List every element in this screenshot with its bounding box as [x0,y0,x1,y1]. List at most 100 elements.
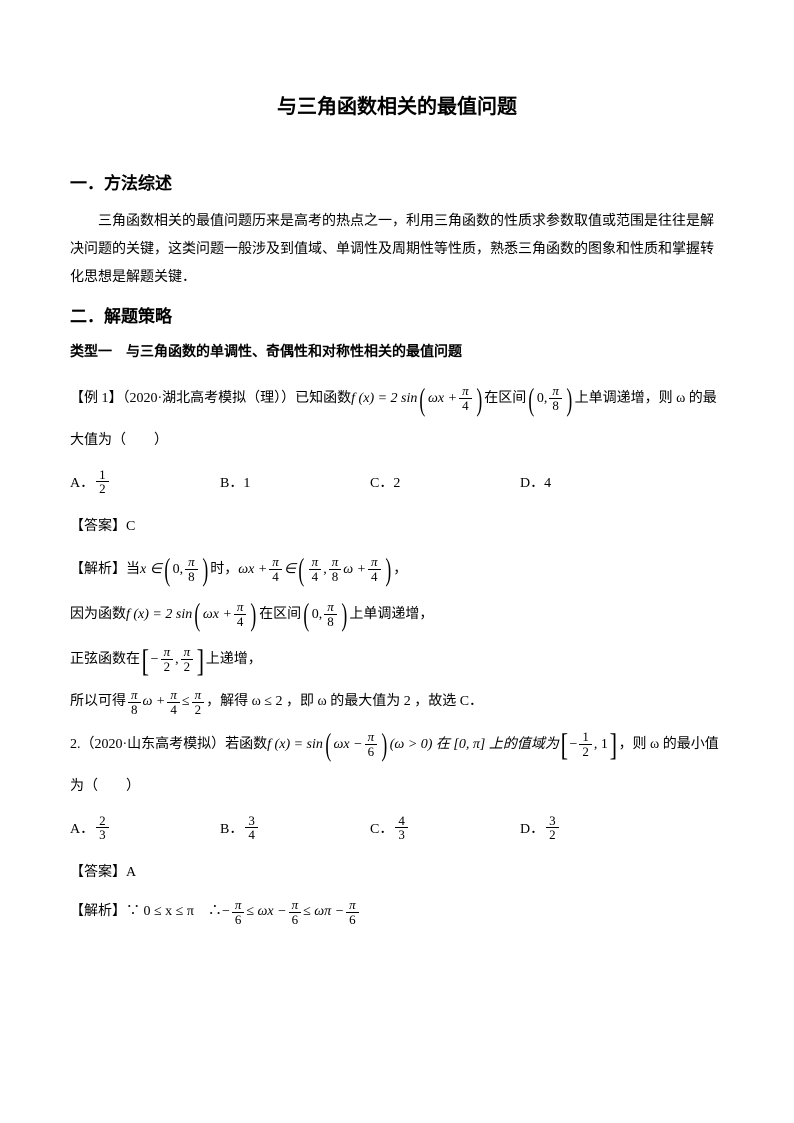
math-text: , [175,640,179,679]
option-a-label: A． [70,818,94,838]
ex1-tail: 上单调递增，则 ω 的最 [575,379,717,418]
ex2-answer: 【答案】A [70,856,724,890]
rbracket-icon: ] [610,728,617,760]
fraction: π6 [365,730,378,758]
text: ，则 ω 的最小值 [619,725,719,764]
fraction: π8 [185,555,198,583]
lparen-icon: ( [325,728,331,760]
math-text: ωx + [238,550,267,589]
option-c-label: C． [370,818,393,838]
math-text: − [151,640,159,679]
rparen-icon: ) [202,553,208,585]
section-1-heading: 一．方法综述 [70,169,724,194]
fraction: π2 [192,688,205,716]
text: 正弦函数在 [70,640,140,679]
problem-type-heading: 类型一 与三角函数的单调性、奇偶性和对称性相关的最值问题 [70,341,724,361]
rparen-icon: ) [341,598,347,630]
option-a: A． 23 [70,814,220,842]
math-text: − [222,895,230,929]
math-text: ， [393,550,407,589]
fraction: 12 [96,468,109,496]
rparen-icon: ) [566,383,572,415]
option-b: B． 34 [220,814,370,842]
fraction: π2 [181,645,194,673]
lparen-icon: ( [420,383,426,415]
lparen-icon: ( [195,598,201,630]
lparen-icon: ( [164,553,170,585]
ex2-sol-line1: 【解析】∵ 0 ≤ x ≤ π ∴ − π6 ≤ ωx − π6 ≤ ωπ − … [70,895,724,929]
text: 所以可得 [70,685,126,719]
page: 与三角函数相关的最值问题 一．方法综述 三角函数相关的最值问题历来是高考的热点之… [0,0,794,995]
fraction: π8 [324,600,337,628]
option-c: C．2 [370,472,520,492]
fraction: π4 [234,600,247,628]
math-text: ωx − [334,725,363,764]
rparen-icon: ) [251,598,257,630]
fraction: π6 [232,898,245,926]
math-text: f (x) = 2 sin [126,595,192,634]
ex1-func: f (x) = 2 sin [351,379,417,418]
option-d: D．4 [520,472,670,492]
ex2-stem-line1: 2.（2020·山东高考模拟）若函数 f (x) = sin ( ωx − π6… [70,725,724,764]
math-text: ω + [343,550,366,589]
fraction: 12 [579,730,592,758]
fraction: π2 [161,645,174,673]
math-text: ≤ ωπ − [303,895,344,929]
ex1-sol-line1: 【解析】当 x ∈ ( 0, π8 ) 时， ωx + π4 ∈ ( π4 , … [70,550,724,589]
ex2-prefix: 2.（2020·山东高考模拟）若函数 [70,725,267,764]
rparen-icon: ) [382,728,388,760]
ex1-options: A． 12 B．1 C．2 D．4 [70,468,724,496]
ex1-prefix: 【例 1】（2020·湖北高考模拟（理））已知函数 [70,379,351,418]
math-text: , 1 [594,725,608,764]
math-text: ωx + [428,379,457,418]
fraction: 32 [546,814,559,842]
math-text: ωx + [203,595,232,634]
text: 上单调递增， [349,595,433,634]
fraction: π6 [289,898,302,926]
lparen-icon: ( [529,383,535,415]
fraction: π4 [368,555,381,583]
option-d-label: D． [520,818,544,838]
fraction: π6 [346,898,359,926]
ex2-func: f (x) = sin [267,725,323,764]
math-text: ≤ ωx − [246,895,286,929]
option-c: C． 43 [370,814,520,842]
ex2-stem-line2: 为（ ） [70,770,724,804]
math-text: , [323,550,327,589]
text: 因为函数 [70,595,126,634]
text: 在区间 [259,595,301,634]
document-title: 与三角函数相关的最值问题 [70,90,724,119]
text: 时， [210,550,238,589]
math-text: 0, [173,550,184,589]
ex1-sol-line3: 正弦函数在 [ − π2 , π2 ] 上递增， [70,640,724,679]
fraction: 43 [395,814,408,842]
text: 上递增， [206,640,262,679]
ex1-sol-line2: 因为函数 f (x) = 2 sin ( ωx + π4 ) 在区间 ( 0, … [70,595,724,634]
ex1-interval-pre: 在区间 [484,379,526,418]
rparen-icon: ) [476,383,482,415]
math-text: − [570,725,578,764]
fraction: π4 [459,384,472,412]
fraction: π8 [329,555,342,583]
lbracket-icon: [ [142,644,149,676]
option-d: D． 32 [520,814,670,842]
fraction: π8 [549,384,562,412]
ex1-answer: 【答案】C [70,510,724,544]
fraction: π8 [128,688,141,716]
ex2-options: A． 23 B． 34 C． 43 D． 32 [70,814,724,842]
section-2-heading: 二．解题策略 [70,302,724,327]
section-1-paragraph: 三角函数相关的最值问题历来是高考的热点之一，利用三角函数的性质求参数取值或范围是… [70,208,724,292]
option-a-label: A． [70,472,94,492]
rparen-icon: ) [385,553,391,585]
math-text: ∈ [284,550,296,589]
text: ，解得 ω ≤ 2 ，即 ω 的最大值为 2 ，故选 C． [206,685,483,719]
fraction: 23 [96,814,109,842]
fraction: π4 [309,555,322,583]
math-text: (ω > 0) 在 [0, π] 上的值域为 [390,725,559,764]
math-text: ω + [143,685,166,719]
fraction: π4 [269,555,282,583]
option-b: B．1 [220,472,370,492]
math-text: ≤ [182,685,190,719]
fraction: π4 [167,688,180,716]
lbracket-icon: [ [560,728,567,760]
